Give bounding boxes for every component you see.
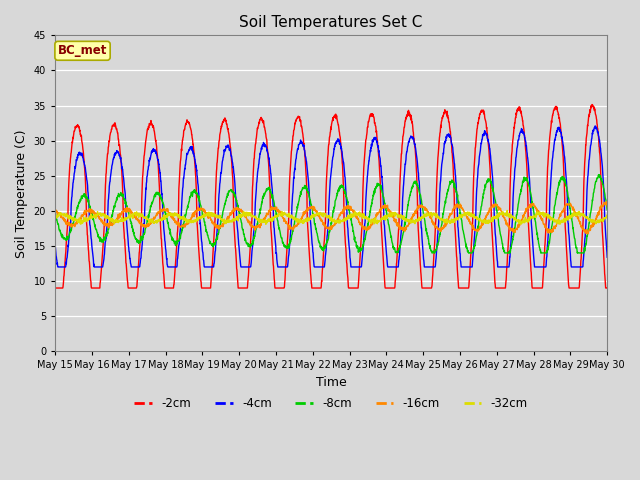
Y-axis label: Soil Temperature (C): Soil Temperature (C) — [15, 129, 28, 257]
X-axis label: Time: Time — [316, 376, 346, 389]
Text: BC_met: BC_met — [58, 44, 108, 57]
Legend: -2cm, -4cm, -8cm, -16cm, -32cm: -2cm, -4cm, -8cm, -16cm, -32cm — [129, 392, 532, 415]
Title: Soil Temperatures Set C: Soil Temperatures Set C — [239, 15, 423, 30]
